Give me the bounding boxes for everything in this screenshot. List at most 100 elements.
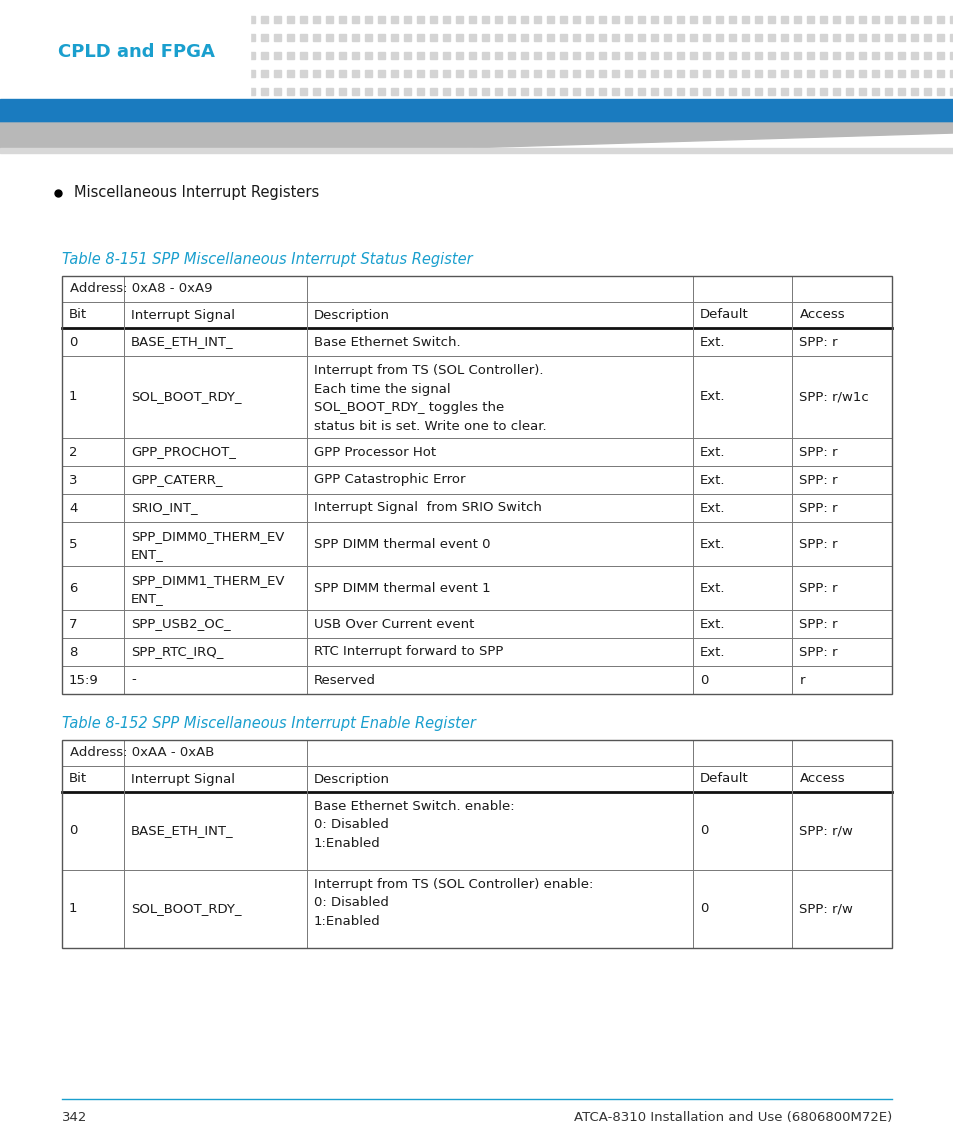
Bar xyxy=(40,34,47,41)
Text: 342: 342 xyxy=(62,1111,88,1124)
Bar xyxy=(27,34,34,41)
Bar xyxy=(806,16,813,23)
Bar xyxy=(767,34,774,41)
Bar xyxy=(585,16,593,23)
Bar xyxy=(806,52,813,60)
Bar xyxy=(27,52,34,60)
Bar xyxy=(728,70,735,77)
Bar xyxy=(105,52,112,60)
Bar xyxy=(403,70,411,77)
Bar xyxy=(66,70,73,77)
Bar xyxy=(209,70,215,77)
Bar xyxy=(495,34,501,41)
Bar xyxy=(299,88,307,95)
Bar xyxy=(261,16,268,23)
Bar xyxy=(534,52,540,60)
Bar xyxy=(624,70,631,77)
Text: Table 8-151 SPP Miscellaneous Interrupt Status Register: Table 8-151 SPP Miscellaneous Interrupt … xyxy=(62,252,472,267)
Bar xyxy=(871,88,878,95)
Bar xyxy=(793,34,801,41)
Bar xyxy=(858,34,865,41)
Bar xyxy=(495,70,501,77)
Bar xyxy=(79,88,86,95)
Text: 6: 6 xyxy=(69,582,77,594)
Bar xyxy=(754,16,761,23)
Bar xyxy=(299,16,307,23)
Bar xyxy=(650,52,658,60)
Bar xyxy=(91,52,99,60)
Bar xyxy=(793,16,801,23)
Bar xyxy=(274,34,281,41)
Bar xyxy=(53,34,60,41)
Bar xyxy=(741,34,748,41)
Text: SPP: r/w1c: SPP: r/w1c xyxy=(799,390,868,403)
Text: BASE_ETH_INT_: BASE_ETH_INT_ xyxy=(132,335,233,348)
Text: SPP_DIMM1_THERM_EV
ENT_: SPP_DIMM1_THERM_EV ENT_ xyxy=(132,574,284,606)
Bar xyxy=(728,34,735,41)
Bar xyxy=(209,16,215,23)
Bar xyxy=(624,34,631,41)
Bar xyxy=(910,34,917,41)
Bar xyxy=(234,34,242,41)
Bar xyxy=(442,88,450,95)
Bar xyxy=(416,70,423,77)
Bar xyxy=(677,70,683,77)
Bar xyxy=(702,70,709,77)
Bar xyxy=(520,88,527,95)
Bar xyxy=(40,52,47,60)
Bar xyxy=(248,52,254,60)
Bar xyxy=(559,70,566,77)
Bar xyxy=(663,88,670,95)
Bar xyxy=(299,70,307,77)
Text: CPLD and FPGA: CPLD and FPGA xyxy=(58,44,214,61)
Text: 5: 5 xyxy=(69,537,77,551)
Bar xyxy=(131,16,138,23)
Bar xyxy=(170,34,177,41)
Bar xyxy=(702,34,709,41)
Bar xyxy=(767,88,774,95)
Text: Reserved: Reserved xyxy=(314,673,375,687)
Bar xyxy=(689,16,697,23)
Bar xyxy=(845,88,852,95)
Bar xyxy=(326,16,333,23)
Bar xyxy=(612,88,618,95)
Bar xyxy=(118,34,125,41)
Text: SRIO_INT_: SRIO_INT_ xyxy=(132,502,197,514)
Bar xyxy=(430,34,436,41)
Bar xyxy=(936,88,943,95)
Bar xyxy=(624,52,631,60)
Bar xyxy=(183,34,190,41)
Bar xyxy=(897,34,904,41)
Bar xyxy=(183,52,190,60)
Bar xyxy=(53,70,60,77)
Bar xyxy=(1,34,8,41)
Text: SPP: r/w: SPP: r/w xyxy=(799,902,852,916)
Bar xyxy=(0,98,953,123)
Bar xyxy=(403,52,411,60)
Bar xyxy=(118,70,125,77)
Text: GPP_CATERR_: GPP_CATERR_ xyxy=(132,474,222,487)
Bar xyxy=(663,16,670,23)
Bar xyxy=(702,52,709,60)
Bar xyxy=(781,70,787,77)
Text: SPP_RTC_IRQ_: SPP_RTC_IRQ_ xyxy=(132,646,223,658)
Bar xyxy=(338,52,346,60)
Bar xyxy=(144,88,151,95)
Bar xyxy=(716,16,722,23)
Bar xyxy=(495,16,501,23)
Text: SPP: r: SPP: r xyxy=(799,445,837,458)
Text: SPP: r: SPP: r xyxy=(799,617,837,631)
Bar xyxy=(884,16,891,23)
Bar xyxy=(871,52,878,60)
Bar xyxy=(507,52,515,60)
Bar xyxy=(365,70,372,77)
Text: USB Over Current event: USB Over Current event xyxy=(314,617,474,631)
Bar xyxy=(585,70,593,77)
Bar xyxy=(248,70,254,77)
Bar xyxy=(1,16,8,23)
Bar xyxy=(638,52,644,60)
Bar xyxy=(716,70,722,77)
Bar xyxy=(131,52,138,60)
Bar xyxy=(248,88,254,95)
Bar xyxy=(832,88,840,95)
